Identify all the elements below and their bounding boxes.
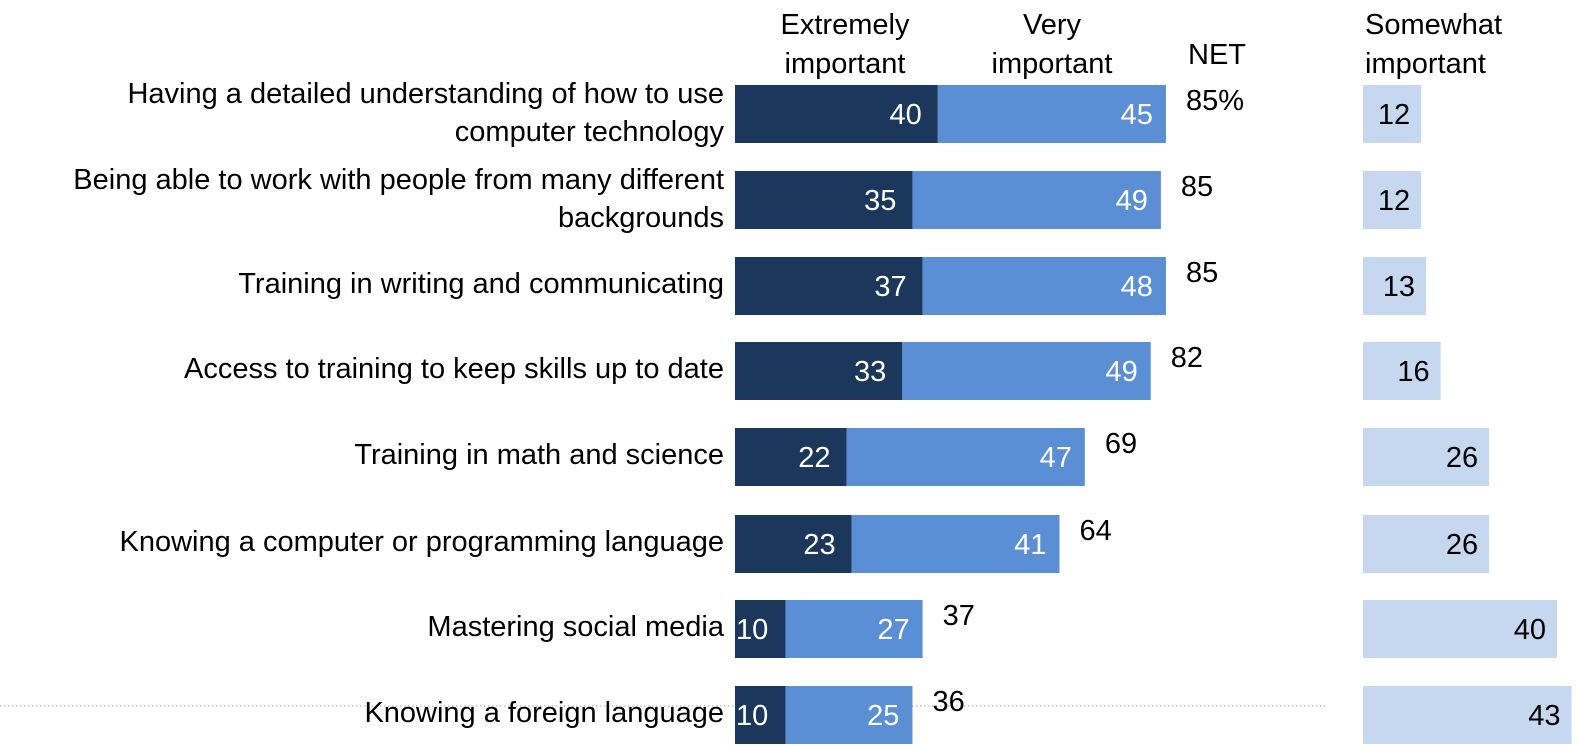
bar-extremely-important — [735, 171, 913, 229]
value-label-extremely-important: 10 — [736, 700, 768, 732]
category-label-line-1: Being able to work with people from many… — [73, 164, 724, 196]
category-label-line-2: backgrounds — [558, 202, 724, 234]
value-label-very-important: 47 — [1040, 442, 1072, 474]
header-net: NET — [1188, 39, 1246, 71]
value-label-extremely-important: 37 — [874, 271, 906, 303]
value-label-extremely-important: 23 — [803, 529, 835, 561]
bar-extremely-important — [735, 600, 786, 658]
value-label-very-important: 49 — [1116, 185, 1148, 217]
bar-extremely-important — [735, 515, 852, 573]
value-label-net: 82 — [1171, 342, 1203, 374]
header-somewhat-line-2: important — [1365, 48, 1486, 80]
header-extremely-line-2: important — [785, 48, 906, 80]
category-labels: Having a detailed understanding of how t… — [73, 78, 725, 729]
bar-very-important — [902, 342, 1151, 400]
bar-somewhat-important — [1363, 600, 1557, 658]
value-label-somewhat-important: 40 — [1514, 614, 1546, 646]
bar-very-important — [785, 686, 913, 744]
value-label-net: 36 — [932, 686, 964, 718]
bar-somewhat-important — [1363, 342, 1441, 400]
column-headers: Extremely important Very important NET Somewh… — [781, 9, 1502, 80]
value-label-extremely-important: 40 — [890, 99, 922, 131]
value-label-very-important: 49 — [1105, 356, 1137, 388]
value-label-somewhat-important: 26 — [1446, 442, 1478, 474]
value-label-net: 37 — [943, 600, 975, 632]
value-label-very-important: 41 — [1014, 529, 1046, 561]
value-label-extremely-important: 22 — [798, 442, 830, 474]
category-label-line-2: computer technology — [455, 116, 725, 148]
value-label-very-important: 45 — [1121, 99, 1153, 131]
value-label-somewhat-important: 12 — [1378, 185, 1410, 217]
bar-extremely-important — [735, 686, 786, 744]
bar-very-important — [851, 515, 1060, 573]
value-label-net: 85% — [1186, 85, 1244, 117]
value-label-net: 85 — [1186, 257, 1218, 289]
category-label: Training in math and science — [354, 439, 724, 471]
bars: 40 45 85% 12 35 49 85 12 37 48 85 13 33 49 82 16 22 47 69 2… — [735, 85, 1572, 744]
bar-very-important — [785, 600, 923, 658]
header-very-line-2: important — [992, 48, 1113, 80]
bar-somewhat-important — [1363, 515, 1490, 573]
bar-very-important — [846, 428, 1085, 486]
bar-somewhat-important — [1363, 428, 1490, 486]
bar-extremely-important — [735, 428, 847, 486]
category-label: Mastering social media — [427, 611, 724, 643]
value-label-net: 64 — [1079, 515, 1111, 547]
category-label: Access to training to keep skills up to … — [184, 353, 724, 385]
value-label-somewhat-important: 13 — [1383, 271, 1415, 303]
value-label-net: 69 — [1105, 428, 1137, 460]
value-label-somewhat-important: 12 — [1378, 99, 1410, 131]
bar-somewhat-important — [1363, 686, 1572, 744]
category-label: Training in writing and communicating — [238, 268, 724, 300]
category-label: Knowing a foreign language — [364, 697, 724, 729]
bar-somewhat-important — [1363, 257, 1427, 315]
bar-extremely-important — [735, 85, 938, 143]
bar-very-important — [912, 171, 1161, 229]
value-label-somewhat-important: 26 — [1446, 529, 1478, 561]
value-label-very-important: 27 — [877, 614, 909, 646]
bar-extremely-important — [735, 257, 923, 315]
bar-somewhat-important — [1363, 171, 1422, 229]
bar-extremely-important — [735, 342, 903, 400]
value-label-somewhat-important: 16 — [1397, 356, 1429, 388]
value-label-extremely-important: 10 — [736, 614, 768, 646]
bar-very-important — [937, 85, 1166, 143]
value-label-very-important: 48 — [1121, 271, 1153, 303]
header-extremely-line-1: Extremely — [781, 9, 910, 41]
value-label-net: 85 — [1181, 171, 1213, 203]
category-label: Knowing a computer or programming langua… — [119, 526, 724, 558]
bar-somewhat-important — [1363, 85, 1422, 143]
value-label-extremely-important: 35 — [864, 185, 896, 217]
category-label-line-1: Having a detailed understanding of how t… — [127, 78, 724, 110]
bar-very-important — [922, 257, 1166, 315]
value-label-somewhat-important: 43 — [1528, 700, 1560, 732]
value-label-very-important: 25 — [867, 700, 899, 732]
value-label-extremely-important: 33 — [854, 356, 886, 388]
header-very-line-1: Very — [1023, 9, 1082, 41]
header-somewhat-line-1: Somewhat — [1365, 9, 1502, 41]
